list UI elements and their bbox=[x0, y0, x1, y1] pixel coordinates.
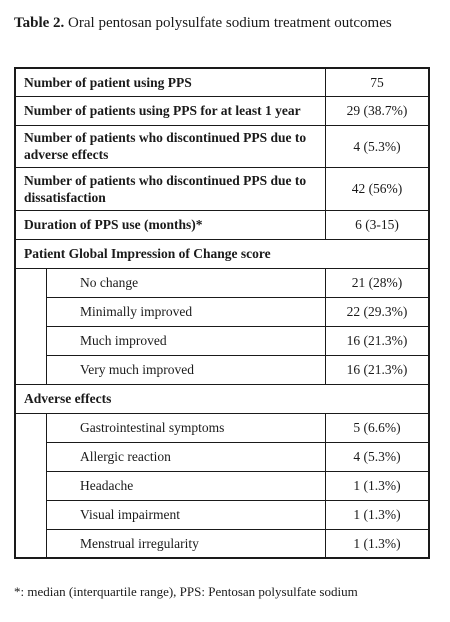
table-row: Headache 1 (1.3%) bbox=[14, 470, 430, 501]
table-row: Menstrual irregularity 1 (1.3%) bbox=[14, 528, 430, 559]
row-value: 22 (29.3%) bbox=[325, 296, 430, 327]
row-label: Very much improved bbox=[46, 354, 326, 385]
row-value: 16 (21.3%) bbox=[325, 354, 430, 385]
row-value: 4 (5.3%) bbox=[325, 441, 430, 472]
row-label: Number of patients who discontinued PPS … bbox=[14, 124, 326, 168]
outcomes-table: Number of patient using PPS 75 Number of… bbox=[14, 67, 430, 559]
row-label: Number of patients who discontinued PPS … bbox=[14, 166, 326, 211]
pgic-section-title: Patient Global Impression of Change scor… bbox=[14, 238, 430, 269]
row-value: 75 bbox=[325, 67, 430, 97]
row-label: Minimally improved bbox=[46, 296, 326, 327]
table-title: Oral pentosan polysulfate sodium treatme… bbox=[68, 15, 392, 31]
row-label: No change bbox=[46, 267, 326, 298]
table-row: Minimally improved 22 (29.3%) bbox=[14, 296, 430, 327]
row-label: Much improved bbox=[46, 325, 326, 356]
table-row: Gastrointestinal symptoms 5 (6.6%) bbox=[14, 412, 430, 443]
adverse-section-title: Adverse effects bbox=[14, 383, 430, 414]
row-value: 4 (5.3%) bbox=[325, 124, 430, 168]
row-value: 6 (3-15) bbox=[325, 209, 430, 240]
section-header-row: Patient Global Impression of Change scor… bbox=[14, 238, 430, 269]
table-row: Number of patient using PPS 75 bbox=[14, 67, 430, 97]
table-row: Number of patients who discontinued PPS … bbox=[14, 124, 430, 168]
row-value: 21 (28%) bbox=[325, 267, 430, 298]
table-row: No change 21 (28%) bbox=[14, 267, 430, 298]
table-label: Table 2. bbox=[14, 15, 65, 31]
row-value: 16 (21.3%) bbox=[325, 325, 430, 356]
table-row: Much improved 16 (21.3%) bbox=[14, 325, 430, 356]
section-header-row: Adverse effects bbox=[14, 383, 430, 414]
row-value: 1 (1.3%) bbox=[325, 528, 430, 559]
table-row: Visual impairment 1 (1.3%) bbox=[14, 499, 430, 530]
row-value: 5 (6.6%) bbox=[325, 412, 430, 443]
row-label: Menstrual irregularity bbox=[46, 528, 326, 559]
row-label: Headache bbox=[46, 470, 326, 501]
table-footnote: *: median (interquartile range), PPS: Pe… bbox=[14, 584, 358, 599]
row-label: Number of patient using PPS bbox=[14, 67, 326, 97]
row-value: 1 (1.3%) bbox=[325, 499, 430, 530]
table-row: Duration of PPS use (months)* 6 (3-15) bbox=[14, 209, 430, 240]
row-label: Number of patients using PPS for at leas… bbox=[14, 95, 326, 126]
row-value: 42 (56%) bbox=[325, 166, 430, 211]
row-label: Visual impairment bbox=[46, 499, 326, 530]
table-row: Allergic reaction 4 (5.3%) bbox=[14, 441, 430, 472]
row-label: Gastrointestinal symptoms bbox=[46, 412, 326, 443]
row-value: 1 (1.3%) bbox=[325, 470, 430, 501]
row-label: Allergic reaction bbox=[46, 441, 326, 472]
row-value: 29 (38.7%) bbox=[325, 95, 430, 126]
table-row: Number of patients using PPS for at leas… bbox=[14, 95, 430, 126]
table-row: Very much improved 16 (21.3%) bbox=[14, 354, 430, 385]
row-label: Duration of PPS use (months)* bbox=[14, 209, 326, 240]
table-caption: Table 2. Oral pentosan polysulfate sodiu… bbox=[14, 12, 430, 34]
table-row: Number of patients who discontinued PPS … bbox=[14, 166, 430, 211]
